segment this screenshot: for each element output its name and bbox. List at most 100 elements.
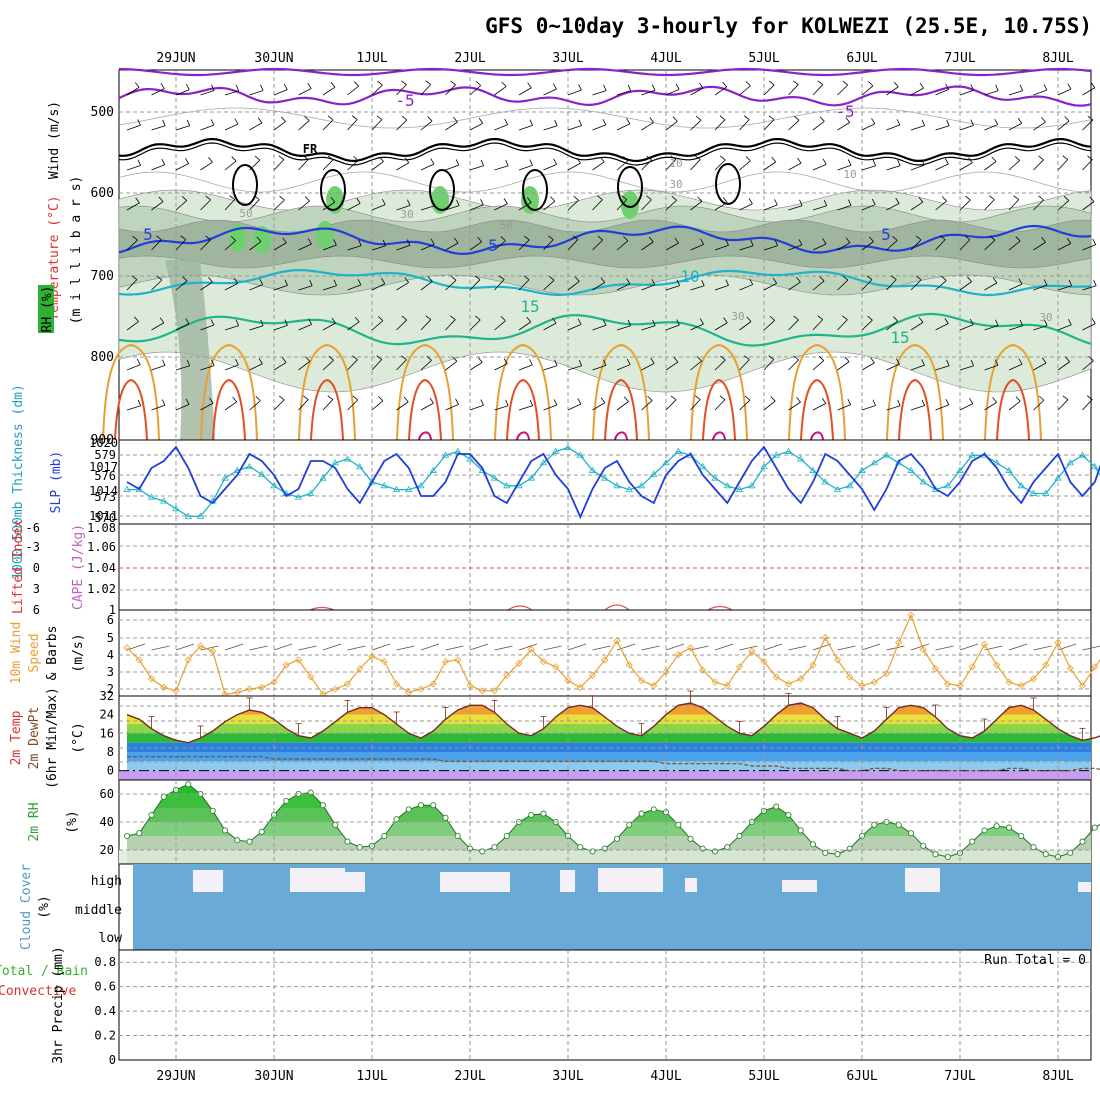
rh-cell — [316, 221, 334, 249]
wind-barb-flag — [229, 195, 236, 200]
wind10-barb — [1008, 643, 1028, 651]
wind-barb — [273, 285, 288, 291]
wind-barb — [739, 203, 753, 211]
wind10-barb — [567, 643, 587, 651]
rh-point — [430, 802, 437, 809]
thickness-point — [1017, 482, 1025, 489]
wind-barb — [837, 164, 852, 171]
wind-barb-flag — [327, 155, 334, 161]
wind-barb-flag — [991, 156, 997, 162]
wind-barb-flag — [918, 317, 924, 323]
wind-barb — [567, 89, 582, 96]
wind-barb-flag — [1043, 279, 1048, 286]
wind-barb — [714, 202, 728, 211]
wind-barb-flag — [895, 358, 900, 365]
wind-barb-flag — [133, 316, 139, 322]
slp-label: SLP (mb) — [49, 451, 64, 514]
wind-barb-flag — [842, 315, 848, 320]
wind-barb — [690, 285, 705, 291]
wind-barb — [445, 242, 459, 251]
freezing-pocket — [320, 169, 346, 211]
wind-barb-flag — [452, 356, 458, 362]
upper-air-panel: -5 -5 5 5 5 10 15 15 10 10 30 30 30 30 50 50 FR 500 600 70… — [38, 67, 1097, 448]
wind-barb-flag — [946, 119, 950, 126]
wind-barb-flag — [918, 196, 924, 203]
wind-barb — [518, 202, 532, 211]
wind-barb — [175, 403, 190, 411]
wind-barb — [347, 85, 359, 96]
wind10-speed-point — [919, 645, 927, 654]
thickness-point — [882, 451, 891, 458]
wind-barb — [714, 119, 726, 131]
wind-barb-flag — [994, 359, 999, 366]
wind10-speed-point — [858, 682, 866, 690]
tick-label: 5 — [107, 631, 114, 645]
wind-barb-flag — [674, 237, 679, 244]
wind10-speed-point — [625, 661, 633, 669]
wind-barb — [347, 203, 361, 211]
wind-barb — [959, 281, 972, 291]
contour-minus5 — [118, 85, 1092, 107]
wind-barb — [298, 159, 309, 171]
wind-barb — [861, 362, 875, 371]
wind-barb — [347, 359, 358, 371]
tick-label: 800 — [91, 350, 114, 365]
rh-point — [650, 806, 657, 813]
wind10-speed-point — [637, 676, 646, 685]
thickness-point — [846, 482, 854, 489]
wind-barb-flag — [453, 117, 458, 123]
wind-barb-flag — [378, 396, 384, 402]
contour-25 — [408, 378, 442, 441]
rh-point — [1018, 832, 1025, 840]
thickness-point — [919, 478, 927, 485]
wind10-speed-point — [870, 678, 878, 686]
wind-barb-flag — [967, 276, 972, 282]
wind-barb-flag — [945, 398, 950, 405]
wind10-speed-point — [797, 675, 805, 683]
wind-barb-flag — [211, 84, 215, 91]
wind-barb — [959, 199, 971, 211]
wind-barb — [518, 279, 530, 291]
rh-point — [920, 842, 927, 849]
wind-barb — [371, 359, 383, 371]
wind-barb-flag — [406, 239, 411, 246]
wind-barb — [935, 365, 950, 371]
wind-barb — [1057, 285, 1072, 291]
wind-barb — [567, 365, 582, 371]
contour-20 — [494, 343, 552, 441]
wind-barb-flag — [1092, 238, 1097, 245]
rh-point — [638, 810, 645, 817]
wind-barb-flag — [695, 155, 701, 160]
wind10-unit: (m/s) — [71, 633, 86, 672]
wind-barb — [445, 403, 459, 411]
tick-label: 900 — [91, 433, 114, 448]
thickness-point — [307, 489, 315, 496]
contour-25 — [702, 378, 736, 441]
contour-30 — [516, 431, 530, 441]
wind-barb-flag — [774, 239, 779, 246]
wind-barb — [592, 365, 607, 371]
wind-barb — [543, 200, 556, 211]
temp-band — [127, 742, 1091, 752]
contour-20 — [102, 343, 160, 441]
wind-barb — [518, 364, 533, 371]
thickness-point — [797, 455, 805, 462]
wind-barb — [812, 120, 825, 131]
wind-barb — [935, 88, 949, 96]
wind-barb-flag — [868, 236, 874, 242]
wind10-barbs — [126, 643, 1100, 651]
wind10-speed-point — [576, 683, 584, 691]
wind-barb-flag — [1064, 116, 1070, 122]
wind-barb — [126, 239, 138, 251]
wind-barb — [567, 125, 582, 131]
wind-barb-flag — [401, 315, 407, 321]
wind-barb — [592, 239, 604, 251]
rh-point — [1005, 824, 1013, 831]
wind-barb-flag — [848, 199, 852, 206]
contour-label: 10 — [669, 157, 682, 170]
wind-barb — [1057, 399, 1069, 411]
pressure-axis: 500 600 700 800 900 — [91, 105, 114, 448]
wind10-barb — [665, 643, 685, 651]
wind-barb — [861, 204, 876, 211]
wind-barb-flag — [234, 118, 239, 125]
